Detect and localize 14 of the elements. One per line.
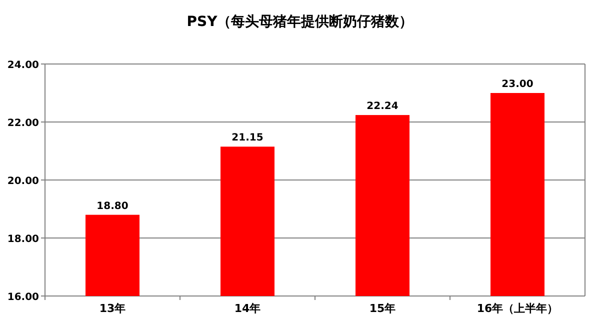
data-label: 21.15 [232,132,264,144]
chart-title: PSY（每头母猪年提供断奶仔猪数） [186,14,414,30]
y-tick-label: 16.00 [7,292,40,303]
y-tick-label: 20.00 [7,176,40,187]
data-label: 18.80 [96,200,128,212]
y-tick-label: 24.00 [7,60,40,71]
y-tick-label: 22.00 [7,118,40,129]
y-tick-label: 18.00 [7,234,40,245]
x-tick-label: 15年 [369,302,396,315]
data-label: 23.00 [502,79,534,90]
x-tick-label: 13年 [99,302,126,315]
data-label: 22.24 [366,101,398,112]
x-tick-label: 14年 [234,302,261,315]
x-tick-label: 16年（上半年） [476,302,558,315]
